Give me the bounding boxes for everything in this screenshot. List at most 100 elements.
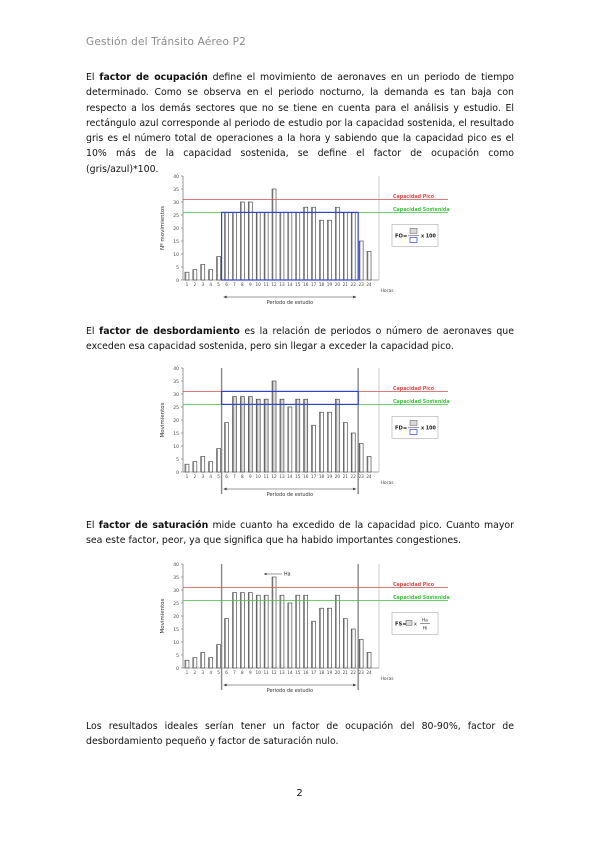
x-tick-label: 8 [241,670,244,675]
y-tick-label: 40 [173,174,179,180]
bar [184,463,190,473]
bar [216,644,221,669]
sustained-capacity-label: Capacidad Sostenida [393,399,450,405]
bar [255,398,261,473]
bar [192,657,198,669]
bar [295,398,301,473]
bar [287,406,293,473]
x-tick-label: 8 [241,282,244,287]
chart-factor-saturacion: 0 5 10 15 20 25 30 35 40 Movimientos 1 2 3 4 5 6 7 8 9 10 11… [156,558,450,698]
x-tick-label: 15 [295,282,301,287]
x-tick-label: 17 [311,282,317,287]
x-tick-label: 14 [287,282,293,287]
x-tick-label: 13 [279,670,285,675]
x-tick-label: 2 [194,474,197,479]
y-tick-label: 40 [173,366,179,372]
formula-grey-square [409,228,418,234]
bar [224,422,229,473]
y-tick-label: 10 [173,640,179,646]
bar [216,448,221,473]
ha-annotation-label: Ha [284,572,291,578]
sustained-capacity-label: Capacidad Sostenida [393,207,450,213]
x-tick-label: 21 [343,670,349,675]
x-tick-label: 17 [311,474,317,479]
bar [287,602,293,669]
x-tick-label: 5 [217,474,220,479]
x-tick-label: 6 [225,670,228,675]
y-tick-label: 20 [173,418,179,424]
formula-mid: x [414,622,417,627]
x-tick-label: 19 [327,670,333,675]
x-tick-label: 1 [186,474,189,479]
bar [335,398,340,473]
paragraph-saturacion: El factor de saturación mide cuanto ha e… [86,520,514,547]
bar [208,461,213,473]
x-tick-label: 6 [225,282,228,287]
x-unit-label: Horas [380,480,394,486]
x-tick-label: 7 [233,474,236,479]
y-tick-label: 20 [173,614,179,620]
bar [303,594,308,669]
bar [216,256,221,281]
y-tick-label: 35 [173,575,179,581]
bar [350,628,356,669]
bar [279,398,285,473]
formula-left: FS= [395,621,407,627]
period-arrow-head-left [223,487,227,491]
period-arrow-head-right [353,487,357,491]
x-tick-label: 3 [201,670,204,675]
peak-capacity-label: Capacidad Pico [393,194,435,200]
x-tick-label: 5 [217,282,220,287]
y-tick-label: 15 [173,239,179,245]
ha-arrow-head [264,572,267,576]
x-tick-label: 6 [225,474,228,479]
period-arrow-head-left [223,683,227,687]
bar [311,424,316,473]
bar [303,398,308,473]
bar [295,594,301,669]
bar [279,594,285,669]
x-tick-label: 11 [263,670,269,675]
bar [240,592,245,669]
y-tick-label: 20 [173,226,179,232]
bar [200,652,206,669]
page-number: 2 [296,788,303,799]
x-tick-label: 15 [295,670,301,675]
bar [263,398,269,473]
x-tick-label: 5 [217,670,220,675]
y-tick-label: 15 [173,627,179,633]
x-tick-label: 20 [335,474,341,479]
x-tick-label: 2 [194,670,197,675]
bar [248,592,253,669]
x-tick-label: 16 [303,670,309,675]
x-tick-label: 24 [366,282,372,287]
bar [200,456,206,473]
x-tick-label: 10 [256,670,262,675]
bar [366,456,372,473]
y-tick-label: 35 [173,187,179,193]
x-tick-label: 9 [249,282,252,287]
x-axis-label: Periodo de estudio [267,300,314,306]
bar [366,652,372,669]
x-tick-label: 16 [303,474,309,479]
bar [319,411,324,473]
x-tick-label: 10 [256,474,262,479]
formula-right: x 100 [421,425,436,431]
bar [200,264,206,281]
peak-capacity-label: Capacidad Pico [393,386,435,392]
x-tick-label: 9 [249,670,252,675]
x-tick-label: 14 [287,474,293,479]
period-arrow-head-right [353,295,357,299]
x-tick-label: 14 [287,670,293,675]
x-tick-label: 4 [209,670,212,675]
x-tick-label: 23 [358,282,364,287]
y-axis-label: Movimientos [160,598,166,633]
bar [343,618,348,669]
y-tick-label: 5 [176,457,179,463]
x-tick-label: 12 [271,282,277,287]
study-period-box [220,211,359,281]
y-tick-label: 15 [173,431,179,437]
bar [224,618,229,669]
